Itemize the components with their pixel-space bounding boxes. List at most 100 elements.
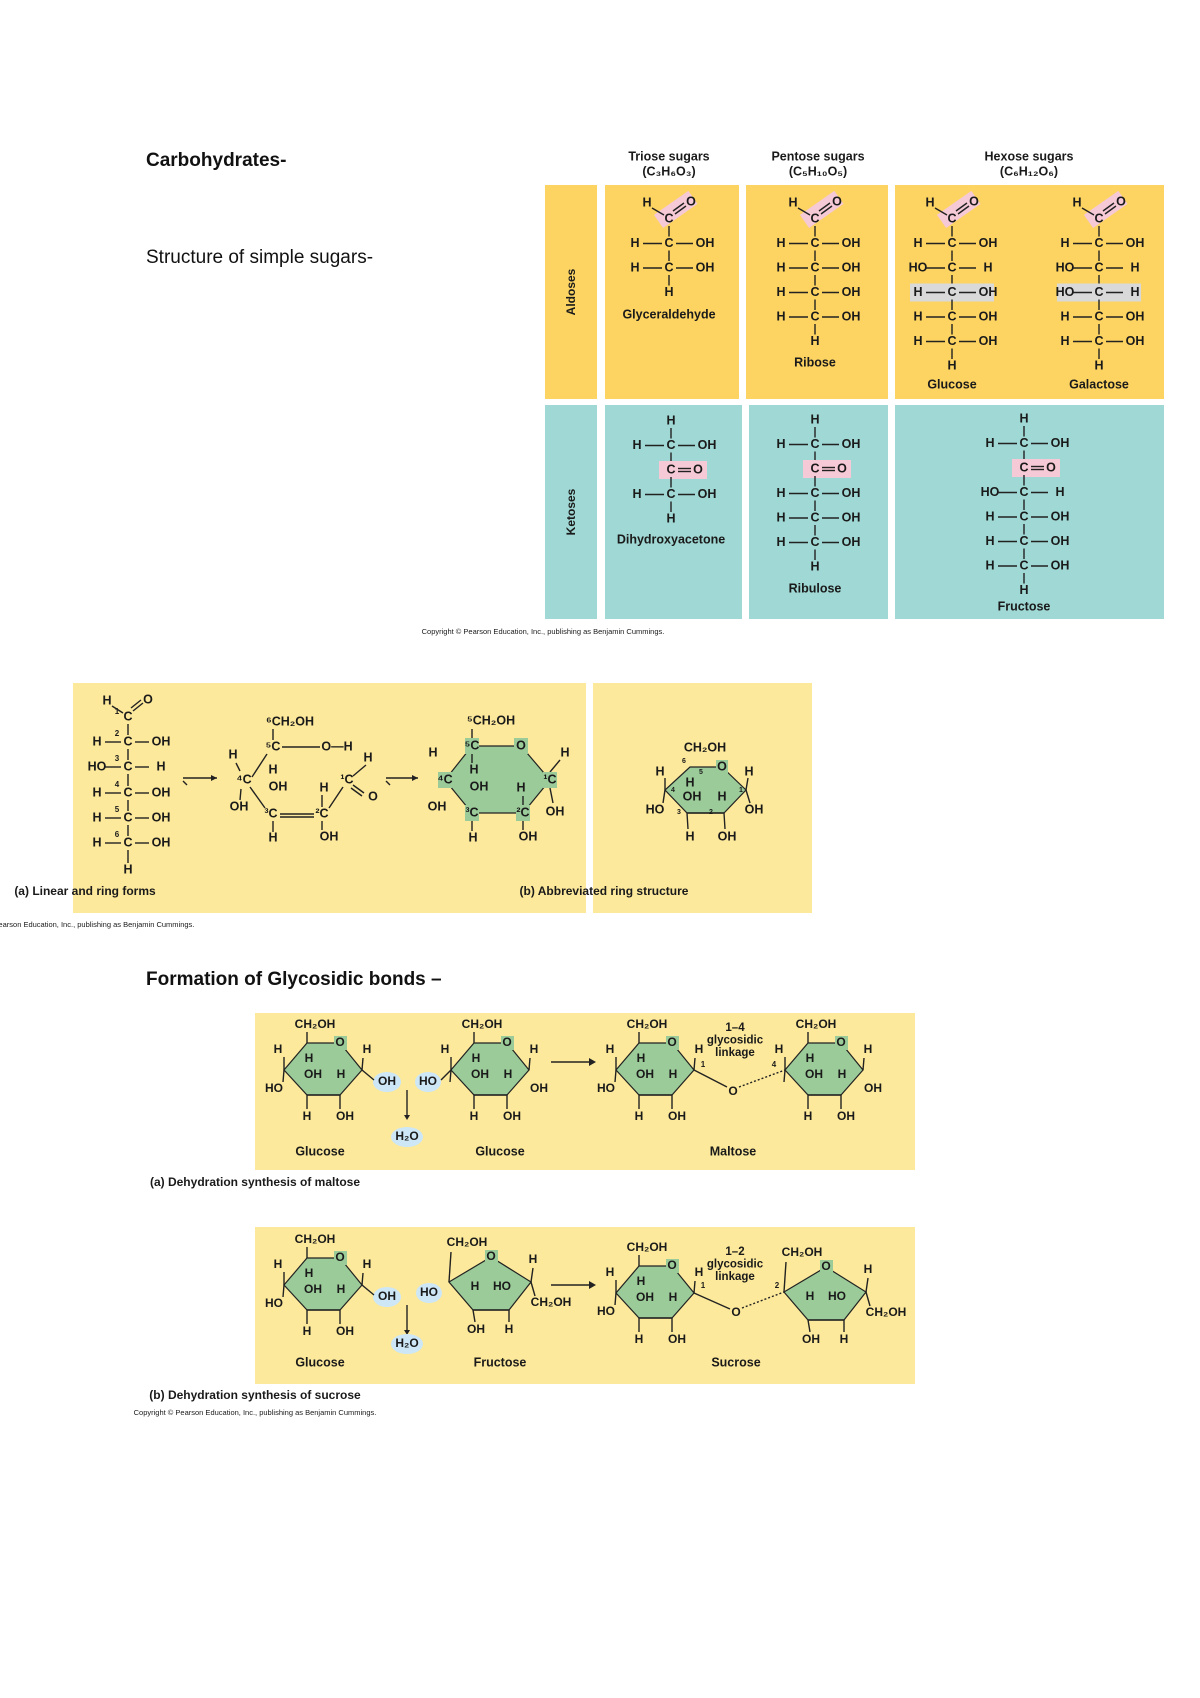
atom-label: H — [635, 1332, 644, 1346]
atom-label: OH — [842, 486, 861, 500]
bond-line — [1102, 202, 1115, 212]
bond-line — [239, 788, 242, 801]
sugar-name: Fructose — [998, 599, 1051, 613]
atom-label: O — [1116, 194, 1126, 208]
atom-label: ¹C — [543, 772, 556, 786]
atom-label: H — [776, 309, 785, 323]
fructose-ring — [448, 1256, 532, 1311]
bond-line — [352, 764, 367, 777]
atom-label: ⁴C — [437, 772, 452, 786]
bond-line — [783, 1261, 787, 1293]
molecule-name: Glucose — [295, 1144, 344, 1158]
atom-label: ¹C — [340, 772, 353, 786]
atom-label: O — [516, 738, 526, 752]
atom-label: OH — [1051, 534, 1070, 548]
atom-label: OH — [636, 1067, 654, 1081]
atom-label: ⁵CH₂OH — [467, 713, 515, 727]
sugar-name: Glucose — [927, 377, 976, 391]
bond-line — [361, 1272, 364, 1286]
atom-label: HO — [597, 1304, 615, 1318]
atom-label: H — [123, 862, 132, 876]
atom-label: O — [1046, 460, 1056, 474]
arrow-barb — [385, 780, 391, 786]
atom-label: CH₂OH — [627, 1240, 668, 1254]
atom-label: H — [92, 810, 101, 824]
atom-label: OH — [668, 1332, 686, 1346]
atom-label: OH — [979, 309, 998, 323]
isomer-highlight — [910, 283, 994, 302]
atom-label: C — [1094, 309, 1103, 323]
bond-line — [1081, 207, 1095, 216]
atom-label: O — [502, 1035, 511, 1049]
atom-label: OH — [979, 285, 998, 299]
atom-label: C — [666, 462, 675, 476]
atom-label: HO — [981, 485, 1000, 499]
atom-label: H — [776, 535, 785, 549]
atom-label: H — [305, 1051, 314, 1065]
atom-label: H — [630, 236, 639, 250]
atom-label: CH₂OH — [447, 1235, 488, 1249]
atom-label: O — [693, 462, 703, 476]
atom-backdrop — [465, 738, 479, 754]
atom-label: HO — [493, 1279, 511, 1293]
atom-label: H — [428, 745, 437, 759]
molecule-name: Glucose — [295, 1355, 344, 1369]
section-heading-glycosidic-bonds: Formation of Glycosidic bonds – — [146, 969, 442, 990]
sugar-name: Galactose — [1069, 377, 1129, 391]
atom-label: C — [664, 211, 673, 225]
atom-label: OH — [1126, 236, 1145, 250]
atom-label: H — [268, 830, 277, 844]
atom-label: H — [363, 1042, 372, 1056]
atom-label: OH — [698, 487, 717, 501]
figure-caption: (a) Dehydration synthesis of maltose — [150, 1175, 360, 1189]
carbon-number: 1 — [115, 707, 120, 716]
atom-label: OH — [979, 334, 998, 348]
atom-label: OH — [636, 1290, 654, 1304]
atom-label: C — [810, 510, 819, 524]
atom-label: OH — [503, 1109, 521, 1123]
atom-label: OH — [842, 535, 861, 549]
bridge-oxygen: O — [728, 1084, 737, 1098]
atom-label: OH — [336, 1324, 354, 1338]
atom-label: ³C — [264, 806, 277, 820]
atom-label: C — [123, 810, 132, 824]
atom-backdrop — [514, 738, 528, 754]
atom-label: O—H — [321, 739, 352, 753]
atom-label: OH — [230, 799, 249, 813]
atom-label: CH₂OH — [684, 740, 726, 754]
atom-label: C — [947, 285, 956, 299]
carbon-number: 5 — [115, 805, 120, 814]
atom-label: H — [92, 734, 101, 748]
atom-label: OH — [1051, 558, 1070, 572]
molecule-name: Glucose — [475, 1144, 524, 1158]
atom-label: C — [1019, 509, 1028, 523]
atom-label: C — [810, 236, 819, 250]
atom-label: CH₂OH — [462, 1017, 503, 1031]
atom-label: ³C — [465, 805, 478, 819]
atom-label: H — [1055, 485, 1064, 499]
atom-label: OH — [152, 835, 171, 849]
bond-line — [614, 1292, 617, 1306]
arrow-barb — [182, 780, 188, 786]
atom-label: H — [642, 195, 651, 209]
arrow-head — [589, 1058, 596, 1066]
atom-label: C — [123, 835, 132, 849]
atom-label: H — [775, 1042, 784, 1056]
atom-label: H — [864, 1262, 873, 1276]
bond-line — [865, 1277, 869, 1293]
atom-label: ⁵C — [465, 738, 480, 752]
atom-label: H — [685, 829, 694, 843]
atom-label: C — [1019, 558, 1028, 572]
atom-backdrop — [334, 1251, 347, 1265]
bond-line — [361, 1057, 364, 1071]
atom-label: H — [913, 236, 922, 250]
bond-line — [955, 202, 968, 212]
bond-line — [723, 812, 726, 830]
bond-line — [549, 787, 554, 804]
atom-label: O — [143, 692, 153, 706]
atom-label: OH — [805, 1067, 823, 1081]
panel-pentose-ketose — [749, 405, 888, 619]
atom-label: H — [337, 1282, 346, 1296]
atom-label: H — [695, 1265, 704, 1279]
atom-label: C — [947, 334, 956, 348]
